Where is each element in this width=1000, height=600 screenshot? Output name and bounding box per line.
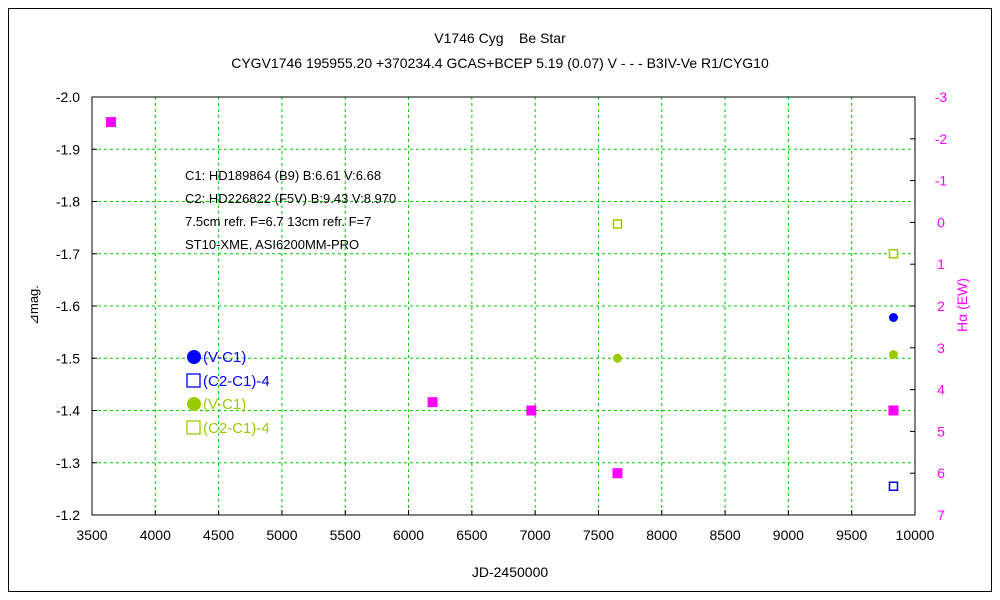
y-axis-label: ⊿mag. [26, 285, 41, 325]
x-tick-label: 10000 [896, 527, 935, 543]
x-tick-label: 8000 [646, 527, 677, 543]
y2-tick-label: 5 [937, 423, 945, 439]
grid-layer [92, 97, 915, 515]
x-tick-label: 6000 [393, 527, 424, 543]
x-axis: 3500 4000 4500 5000 5500 6000 6500 7000 7500 8000… [76, 510, 935, 543]
x-tick-label: 4000 [140, 527, 171, 543]
y-tick-label: -1.7 [56, 246, 80, 262]
y2-tick-label: -3 [935, 89, 948, 105]
data-point [612, 219, 623, 229]
data-point [888, 481, 899, 492]
outer-border [8, 8, 992, 592]
legend-marker-green-square [186, 420, 201, 435]
y-tick-label: -1.4 [56, 403, 80, 419]
annotation-block: C1: HD189864 (B9) B:6.61 V:6.68 C2: HD22… [185, 168, 396, 252]
series-1 [888, 481, 899, 492]
legend-marker-blue-square [186, 373, 201, 388]
legend-label: (V-C1) [203, 349, 246, 366]
x-tick-label: 9500 [836, 527, 867, 543]
x-tick-label: 7000 [520, 527, 551, 543]
data-point [888, 405, 899, 416]
y-tick-label: -2.0 [56, 89, 80, 105]
legend-label: (C2-C1)-4 [203, 420, 270, 437]
y-tick-label: -1.8 [56, 194, 80, 210]
legend-label: (V-C1) [203, 396, 246, 413]
chart-title: V1746 Cyg Be Star [434, 30, 566, 46]
x-tick-label: 5000 [266, 527, 297, 543]
chart-subtitle: CYGV1746 195955.20 +370234.4 GCAS+BCEP 5… [231, 55, 769, 71]
x-tick-label: 5500 [330, 527, 361, 543]
series-0 [888, 312, 898, 322]
data-point [888, 350, 898, 360]
annotation-line: 7.5cm refr. F=6.7 13cm refr. F=7 [185, 214, 371, 229]
data-point [427, 397, 438, 408]
y2-tick-label: -1 [935, 173, 948, 189]
y2-axis-label: Hα (EW) [954, 278, 970, 332]
legend-label: (C2-C1)-4 [203, 373, 270, 390]
y2-tick-label: 2 [937, 298, 945, 314]
series-3 [612, 219, 899, 259]
y2-tick-label: -2 [935, 131, 948, 147]
y2-tick-label: 0 [937, 214, 945, 230]
y-tick-label: -1.3 [56, 455, 80, 471]
data-point [526, 405, 537, 416]
data-marks [105, 117, 899, 492]
data-point [612, 468, 623, 479]
x-tick-label: 8500 [709, 527, 740, 543]
legend-marker-green-circle [187, 397, 201, 411]
y2-tick-label: 1 [937, 256, 945, 272]
x-tick-label: 6500 [456, 527, 487, 543]
y-tick-label: -1.5 [56, 350, 80, 366]
y-tick-label: -1.9 [56, 141, 80, 157]
y-axis: -2.0 -1.9 -1.8 -1.7 -1.6 -1.5 -1.4 -1.3 -1.2 [56, 89, 97, 523]
y2-tick-label: 3 [937, 340, 945, 356]
x-axis-label: JD-2450000 [472, 564, 548, 580]
x-tick-label: 4500 [203, 527, 234, 543]
data-point [612, 353, 622, 363]
legend-marker-blue-circle [187, 350, 201, 364]
y2-tick-label: 7 [937, 507, 945, 523]
annotation-line: ST10-XME, ASI6200MM-PRO [185, 237, 359, 252]
legend: (V-C1) (C2-C1)-4 (V-C1) (C2-C1)-4 [186, 349, 270, 437]
annotation-line: C2: HD226822 (F5V) B:9.43 V:8.970 [185, 191, 396, 206]
data-point [888, 312, 898, 322]
y2-tick-label: 4 [937, 382, 945, 398]
series-4 [105, 117, 899, 479]
y-tick-label: -1.2 [56, 507, 80, 523]
x-tick-label: 3500 [76, 527, 107, 543]
x-tick-label: 7500 [583, 527, 614, 543]
y2-tick-label: 6 [937, 465, 945, 481]
series-2 [612, 350, 898, 363]
annotation-line: C1: HD189864 (B9) B:6.61 V:6.68 [185, 168, 381, 183]
data-point [888, 249, 899, 259]
y-tick-label: -1.6 [56, 298, 80, 314]
data-point [105, 117, 116, 128]
x-tick-label: 9000 [773, 527, 804, 543]
y2-axis: -3 -2 -1 0 1 2 3 4 5 6 7 [910, 89, 947, 523]
